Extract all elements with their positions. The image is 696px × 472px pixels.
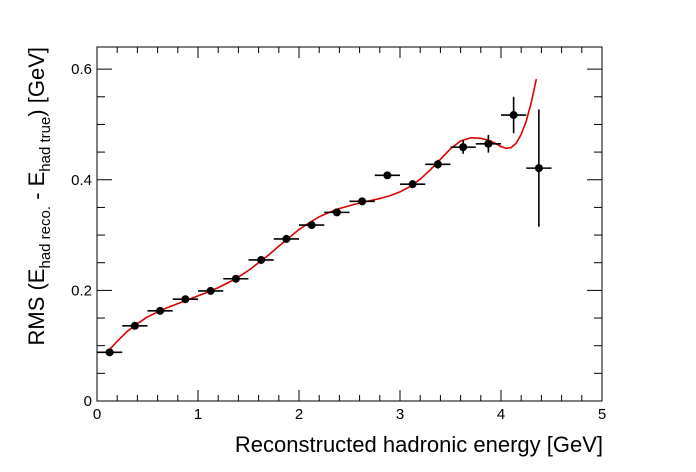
data-point (501, 96, 527, 134)
data-point (248, 255, 274, 264)
data-marker (105, 348, 114, 357)
data-point (450, 140, 476, 154)
data-marker (181, 295, 190, 304)
data-point (349, 197, 375, 206)
data-point (147, 306, 173, 315)
data-point (374, 171, 400, 180)
data-marker (484, 139, 493, 148)
data-points-layer (97, 96, 552, 357)
data-marker (358, 197, 367, 206)
x-tick-label: 3 (396, 406, 404, 423)
data-marker (206, 286, 215, 295)
data-marker (156, 306, 165, 315)
data-point (475, 134, 501, 153)
y-axis-title: RMS (Ehad reco. - Ehad true) [GeV] (24, 47, 54, 346)
data-point (198, 286, 224, 295)
y-tick-label: 0.6 (71, 61, 92, 78)
data-marker (282, 234, 291, 243)
data-point (299, 221, 325, 230)
data-point (122, 321, 148, 330)
data-marker (257, 255, 266, 264)
data-marker (509, 111, 518, 120)
plot-frame (96, 46, 603, 402)
y-axis-title-suffix: ) [GeV] (24, 47, 49, 117)
axis-ticks (96, 47, 603, 402)
x-tick-label: 4 (497, 406, 505, 423)
data-point (273, 234, 299, 243)
data-point (223, 274, 249, 283)
y-tick-label: 0 (84, 393, 92, 410)
data-marker (231, 274, 240, 283)
y-axis-title-subscript-true: had true (37, 117, 54, 172)
data-marker (459, 143, 468, 152)
data-marker (408, 180, 417, 189)
data-marker (130, 321, 139, 330)
data-marker (332, 208, 341, 217)
data-point (400, 180, 426, 189)
data-point (425, 159, 451, 169)
x-tick-label: 0 (93, 406, 101, 423)
data-point (172, 295, 198, 304)
axis-tick-labels: 0 1 2 3 4 5 0 0.2 0.4 0.6 (71, 61, 606, 423)
y-tick-label: 0.4 (71, 172, 92, 189)
data-marker (383, 171, 392, 180)
data-marker (433, 160, 442, 169)
x-tick-label: 5 (598, 406, 606, 423)
data-marker (307, 221, 316, 230)
data-point (97, 348, 123, 357)
data-point (324, 208, 350, 217)
x-axis-title: Reconstructed hadronic energy [GeV] (235, 432, 603, 457)
data-marker (534, 164, 543, 173)
y-axis-title-middle: - E (24, 172, 49, 206)
x-tick-label: 1 (194, 406, 202, 423)
y-tick-label: 0.2 (71, 282, 92, 299)
data-point (526, 109, 552, 227)
y-axis-title-prefix: RMS (E (24, 269, 49, 346)
x-tick-label: 2 (295, 406, 303, 423)
y-axis-title-subscript-reco: had reco. (37, 206, 54, 269)
